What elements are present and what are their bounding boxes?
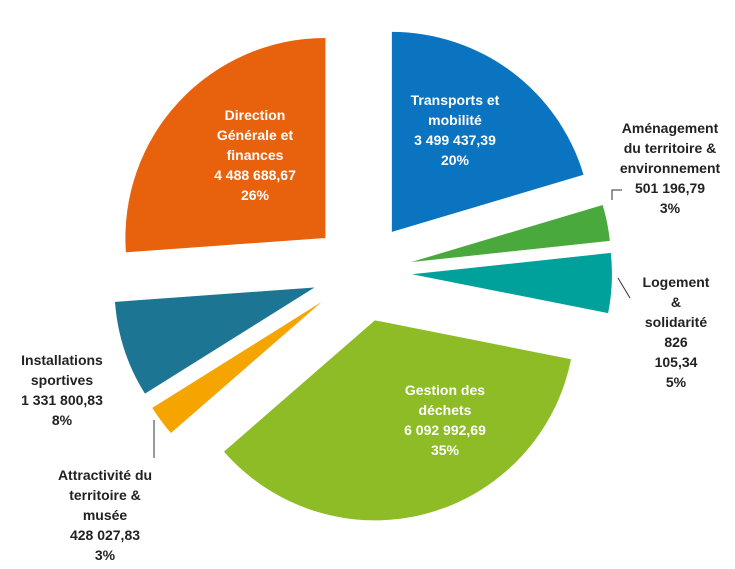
slice-label: Transports et mobilité 3 499 437,39 20% — [411, 90, 500, 170]
percent-label: 3% — [94, 547, 116, 563]
pie-slice — [411, 204, 610, 263]
slice-label: Gestion des déchets 6 092 992,69 35% — [404, 380, 486, 460]
category-name: Aménagement du territoire & environnemen… — [619, 120, 721, 176]
leader-line — [617, 277, 631, 299]
category-name: Installations sportives — [21, 352, 103, 388]
value-label: 3 499 437,39 — [414, 132, 496, 148]
category-name: Gestion des déchets — [404, 382, 486, 418]
percent-label: 35% — [430, 442, 460, 458]
category-name: Logement & solidarité — [642, 274, 710, 330]
slice-label: Logement & solidarité 826 105,34 5% — [643, 272, 710, 392]
percent-label: 20% — [440, 152, 470, 168]
pie-slice — [223, 320, 572, 521]
value-label: 428 027,83 — [69, 527, 141, 543]
percent-label: 5% — [665, 374, 687, 390]
percent-label: 8% — [51, 412, 73, 428]
pie-slice — [152, 301, 322, 434]
value-label: 6 092 992,69 — [404, 422, 486, 438]
percent-label: 26% — [240, 187, 270, 203]
value-label: 826 105,34 — [654, 334, 698, 370]
pie-slice — [114, 287, 315, 394]
slice-label: Installations sportives 1 331 800,83 8% — [21, 350, 103, 430]
value-label: 1 331 800,83 — [21, 392, 103, 408]
slice-label: Direction Générale et finances 4 488 688,… — [214, 105, 296, 205]
category-name: Transports et mobilité — [410, 92, 500, 128]
pie-slice — [125, 37, 326, 253]
slice-label: Aménagement du territoire & environnemen… — [620, 118, 720, 218]
pie-slice — [391, 31, 584, 232]
pie-slice — [411, 252, 612, 314]
leader-line — [611, 189, 622, 200]
category-name: Attractivité du territoire & musée — [57, 467, 153, 523]
percent-label: 3% — [659, 200, 681, 216]
slice-label: Attractivité du territoire & musée 428 02… — [58, 465, 152, 565]
value-label: 4 488 688,67 — [214, 167, 296, 183]
value-label: 501 196,79 — [634, 180, 706, 196]
category-name: Direction Générale et finances — [216, 107, 294, 163]
